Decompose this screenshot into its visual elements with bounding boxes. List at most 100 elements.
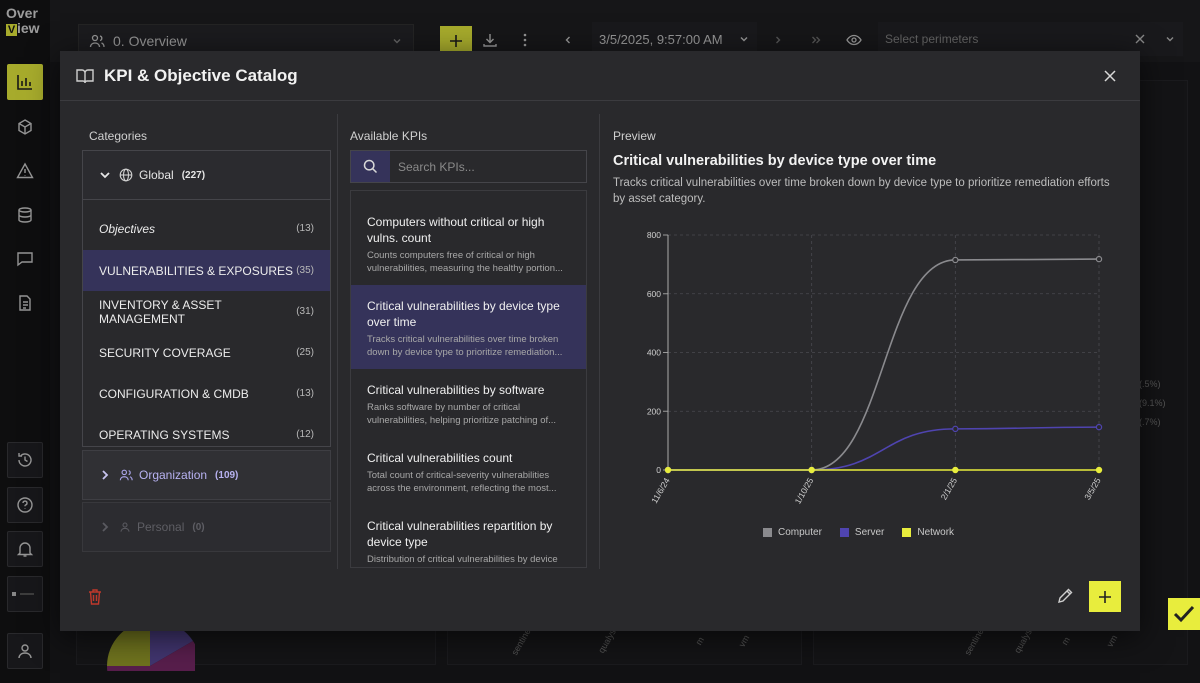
- more-button[interactable]: [515, 30, 535, 50]
- download-icon: [483, 34, 497, 47]
- add-kpi-button[interactable]: [1089, 581, 1121, 612]
- subcategory-objectives[interactable]: Objectives (13): [83, 208, 330, 249]
- legend-item[interactable]: Network: [902, 527, 954, 538]
- logo-v-mark: V: [6, 24, 17, 36]
- history-icon: [18, 453, 32, 467]
- categories-heading: Categories: [89, 129, 148, 143]
- preview-kpi-title: Critical vulnerabilities by device type …: [613, 153, 937, 169]
- nav-messages[interactable]: [7, 241, 43, 277]
- nav-assets[interactable]: [7, 109, 43, 145]
- kpi-item-title: Computers without critical or high vulns…: [367, 215, 545, 245]
- bell-icon: [16, 542, 34, 557]
- chevron-right-icon: [776, 36, 781, 44]
- category-global-count: (227): [181, 169, 206, 181]
- search-button[interactable]: [351, 151, 390, 182]
- preview-heading: Preview: [613, 129, 656, 143]
- kpi-item[interactable]: Critical vulnerabilities by software Ran…: [351, 369, 586, 439]
- y-tick-label: 0: [656, 465, 661, 475]
- data-point: [664, 466, 672, 474]
- logo-text-bottom: iew: [17, 20, 40, 36]
- visibility-button[interactable]: [844, 30, 864, 50]
- trash-icon: [89, 589, 101, 605]
- book-open-icon: [76, 68, 94, 83]
- category-global[interactable]: Global (227): [82, 150, 331, 200]
- preview-kpi-description: Tracks critical vulnerabilities over tim…: [613, 177, 1110, 205]
- kpi-item[interactable]: Computers without critical or high vulns…: [351, 205, 586, 287]
- legend-label: Server: [854, 527, 885, 538]
- user-icon: [120, 522, 130, 532]
- nav-reports[interactable]: [7, 285, 43, 321]
- kpi-item-description: Counts computers free of critical or hig…: [367, 250, 563, 274]
- history-button[interactable]: [7, 442, 43, 478]
- delete-button[interactable]: [87, 588, 103, 606]
- nav-dashboards[interactable]: [7, 64, 43, 100]
- category-organization[interactable]: Organization (109): [82, 450, 331, 500]
- next-date-button[interactable]: [768, 30, 788, 50]
- data-point: [1095, 423, 1103, 431]
- datetime-picker[interactable]: 3/5/2025, 9:57:00 AM: [592, 22, 757, 56]
- subcategory-count: (13): [296, 223, 314, 234]
- subcategory-count: (31): [296, 306, 314, 317]
- category-organization-label: Organization: [139, 468, 208, 482]
- category-organization-count: (109): [215, 469, 239, 481]
- legend-item[interactable]: Server: [839, 527, 885, 538]
- subcategory-count: (25): [296, 347, 314, 358]
- column-divider: [337, 114, 338, 569]
- users-icon: [89, 34, 105, 48]
- column-divider: [599, 114, 600, 569]
- perimeters-select[interactable]: Select perimeters: [878, 22, 1183, 56]
- category-personal[interactable]: Personal (0): [82, 502, 331, 552]
- kpi-item[interactable]: Critical vulnerabilities repartition by …: [351, 505, 586, 567]
- help-icon: [17, 497, 33, 513]
- subcategory-vulnerabilities[interactable]: VULNERABILITIES & EXPOSURES (35): [83, 250, 330, 291]
- download-button[interactable]: [480, 30, 500, 50]
- subcategory-operating-systems[interactable]: OPERATING SYSTEMS (12): [83, 414, 330, 446]
- series-line-computer: [668, 258, 1100, 471]
- subcategory-security-coverage[interactable]: SECURITY COVERAGE (25): [83, 332, 330, 373]
- kpi-item-selected[interactable]: Critical vulnerabilities by device type …: [351, 285, 586, 369]
- category-personal-label: Personal: [137, 520, 185, 534]
- kpi-list: Computers without critical or high vulns…: [350, 190, 587, 568]
- kpi-item-title: Critical vulnerabilities repartition by …: [367, 519, 553, 549]
- task-complete-badge[interactable]: [1168, 598, 1200, 630]
- help-button[interactable]: [7, 487, 43, 523]
- close-icon[interactable]: [1134, 33, 1146, 45]
- users-icon: [119, 469, 133, 481]
- bg-percent-label: (.5%): [1139, 379, 1161, 389]
- chevron-down-icon: [740, 37, 748, 42]
- legend-item[interactable]: Computer: [763, 527, 822, 538]
- data-point: [952, 425, 959, 433]
- x-tick-label: 2/1/25: [939, 476, 960, 502]
- plus-icon: [450, 35, 462, 47]
- notifications-button[interactable]: [7, 531, 43, 567]
- perimeters-placeholder: Select perimeters: [885, 32, 979, 46]
- x-tick-label: 1/10/25: [793, 476, 816, 506]
- legend-label: Computer: [778, 527, 822, 538]
- subcategory-label: OPERATING SYSTEMS: [99, 427, 230, 442]
- kpi-search-input[interactable]: [390, 151, 586, 182]
- nav-data[interactable]: [7, 197, 43, 233]
- subcategory-configuration[interactable]: CONFIGURATION & CMDB (13): [83, 373, 330, 414]
- close-modal-button[interactable]: [1100, 66, 1120, 86]
- legend-swatch: [763, 528, 772, 537]
- y-tick-label: 200: [647, 406, 661, 416]
- kpi-item-description: Distribution of critical vulnerabilities…: [367, 554, 558, 565]
- edit-button[interactable]: [1056, 587, 1076, 607]
- category-personal-count: (0): [192, 521, 205, 533]
- collapse-toggle[interactable]: [7, 576, 43, 612]
- chevron-down-icon: [1166, 37, 1174, 42]
- plus-icon: [1099, 590, 1111, 603]
- latest-date-button[interactable]: [806, 30, 826, 50]
- data-point: [1095, 466, 1103, 474]
- nav-alerts[interactable]: [7, 153, 43, 189]
- data-point: [808, 466, 815, 474]
- warning-icon: [16, 162, 34, 179]
- pencil-icon: [1058, 588, 1073, 603]
- kpi-search: [350, 150, 587, 183]
- subcategory-inventory[interactable]: INVENTORY & ASSET MANAGEMENT (31): [83, 291, 330, 332]
- account-button[interactable]: [7, 633, 43, 669]
- kpi-item[interactable]: Critical vulnerabilities count Total cou…: [351, 437, 586, 507]
- previous-date-button[interactable]: [558, 30, 578, 50]
- modal-header: KPI & Objective Catalog: [60, 51, 1140, 101]
